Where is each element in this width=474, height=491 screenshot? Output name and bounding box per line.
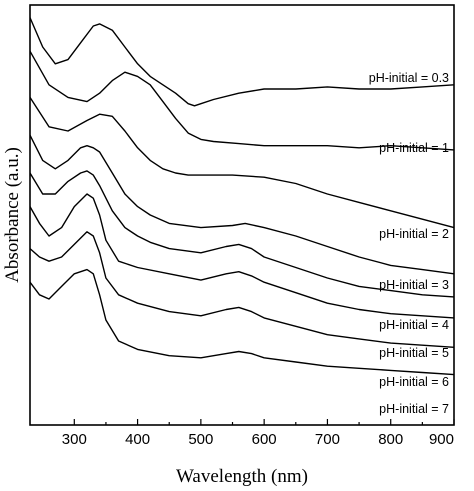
series-label-6: pH-initial = 5 [379, 346, 449, 360]
x-tick-label: 700 [315, 431, 340, 448]
series-group [29, 17, 455, 376]
y-axis-title: Absorbance (a.u.) [2, 147, 23, 283]
series-label-8: pH-initial = 7 [379, 402, 449, 416]
x-tick-label: 500 [188, 431, 213, 448]
series-line-7 [29, 231, 455, 348]
series-label-2: pH-initial = 1 [379, 141, 449, 155]
series-label-7: pH-initial = 6 [379, 375, 449, 389]
series-label-3: pH-initial = 2 [379, 227, 449, 241]
x-tick-label: 400 [125, 431, 150, 448]
series-line-8 [29, 268, 455, 376]
x-tick-label: 900 [429, 431, 454, 448]
series-label-4: pH-initial = 3 [379, 278, 449, 292]
x-tick-label: 600 [252, 431, 277, 448]
series-line-3 [29, 97, 455, 229]
series-label-group: pH-initial = 0.3 pH-initial = 1 pH-initial… [369, 71, 449, 416]
series-line-6 [29, 193, 455, 319]
x-tick-label: 300 [62, 431, 87, 448]
plot-frame [29, 4, 455, 426]
x-tick-label: 800 [378, 431, 403, 448]
x-axis-title: Wavelength (nm) [176, 466, 308, 487]
series-line-4 [29, 134, 455, 275]
series-line-5 [29, 170, 455, 298]
series-label-1: pH-initial = 0.3 [369, 71, 449, 85]
series-line-1 [29, 17, 455, 107]
x-axis-ticks: 300 400 500 600 700 800 900 [62, 419, 455, 448]
series-line-2 [29, 50, 455, 151]
series-label-5: pH-initial = 4 [379, 318, 449, 332]
